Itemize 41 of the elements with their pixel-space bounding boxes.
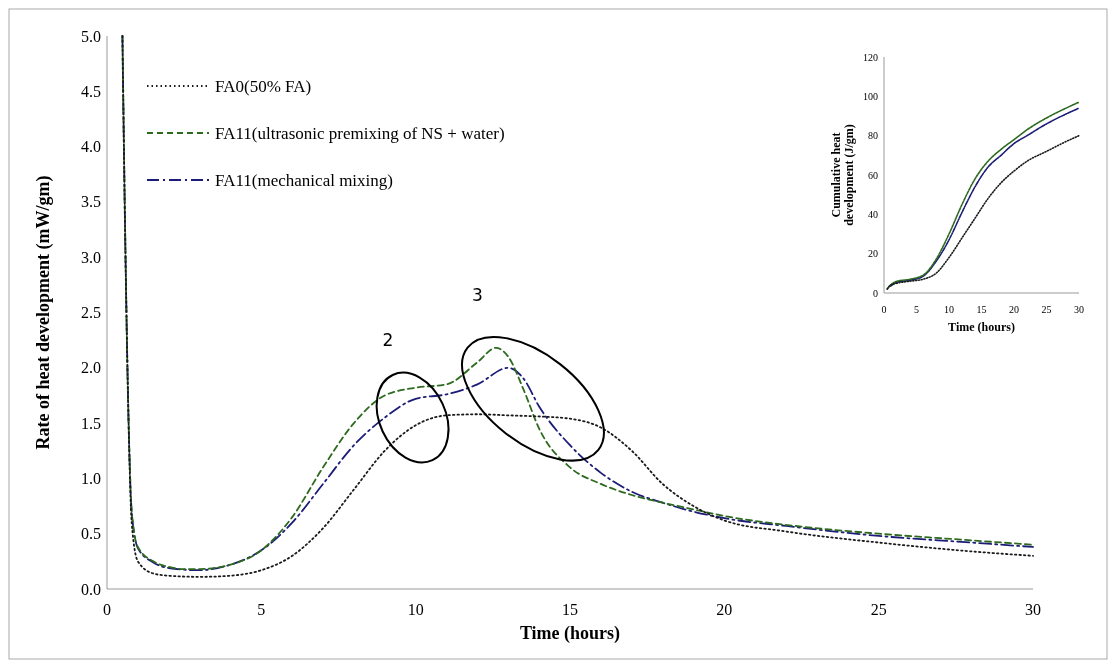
y-tick-label: 20: [868, 248, 878, 260]
x-axis-title: Time (hours): [948, 320, 1015, 334]
x-tick-label: 0: [881, 304, 887, 315]
line-series: [886, 134, 1080, 290]
x-tick-label: 10: [944, 304, 954, 315]
y-tick-label: 60: [868, 169, 878, 181]
y-axis-title: Rate of heat development (mW/gm): [33, 175, 54, 450]
y-tick-label: 80: [868, 130, 878, 142]
y-tick-label: 5.0: [81, 27, 101, 45]
y-tick-label: 0: [873, 287, 878, 299]
x-axis-title: Time (hours): [519, 623, 621, 644]
x-tick-label: 5: [257, 601, 266, 618]
x-tick-label: 10: [407, 601, 424, 618]
y-tick-label: 3.5: [81, 193, 101, 211]
y-tick-label: 1.0: [81, 469, 101, 487]
x-tick-label: 20: [1009, 304, 1019, 315]
y-tick-label: 40: [868, 208, 878, 220]
y-tick-label: 2.0: [81, 359, 101, 377]
y-tick-label: 3.0: [81, 248, 101, 266]
x-tick-label: 15: [976, 304, 987, 315]
annotation: 2: [382, 329, 394, 350]
y-tick-label: 2.5: [81, 304, 101, 321]
y-tick-label: 0.0: [81, 580, 101, 598]
x-tick-label: 25: [870, 601, 887, 618]
x-tick-label: 15: [562, 601, 578, 618]
y-tick-label: 4.0: [81, 138, 101, 156]
legend-label: FA11(mechanical mixing): [215, 170, 393, 190]
y-axis-title: Cumulative heat development (J/gm): [829, 124, 856, 226]
legend-label: FA0(50% FA): [215, 76, 312, 96]
y-tick-label: 1.5: [81, 414, 101, 432]
y-tick-label: 0.5: [81, 525, 101, 543]
x-tick-label: 20: [716, 601, 733, 618]
y-tick-label: 4.5: [81, 82, 101, 100]
y-tick-label: 120: [863, 51, 878, 63]
x-tick-label: 30: [1025, 601, 1041, 618]
annotation: 3: [471, 285, 483, 306]
y-tick-label: 100: [863, 90, 878, 102]
legend-label: FA11(ultrasonic premixing of NS + water): [215, 123, 505, 143]
x-tick-label: 25: [1041, 304, 1052, 315]
x-tick-label: 30: [1074, 304, 1084, 315]
x-tick-label: 5: [914, 304, 919, 315]
